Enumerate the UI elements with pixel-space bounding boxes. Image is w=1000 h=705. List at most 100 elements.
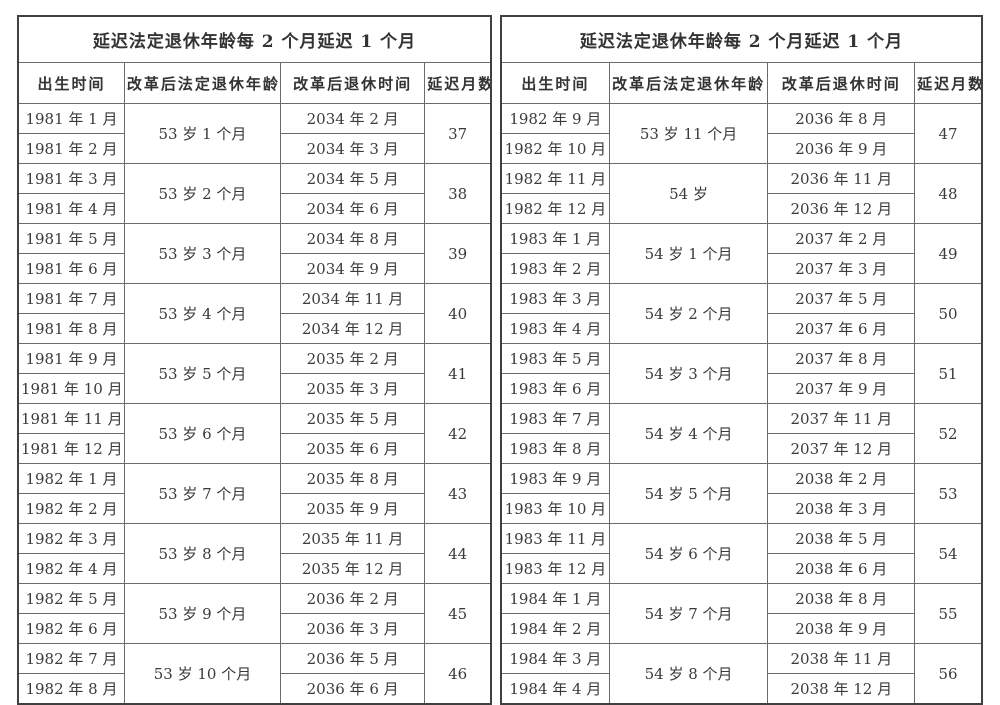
table-row: 1982 年 5 月 53 岁 9 个月 2036 年 2 月 45 [17, 583, 492, 644]
reform-retire-date-cell: 2038 年 6 月 [767, 553, 916, 584]
table-row: 1982 年 10 月 2036 年 9 月 [500, 133, 982, 164]
delay-months-cell: 41 [424, 343, 492, 404]
birth-date-cell: 1981 年 6 月 [17, 253, 125, 284]
reform-retire-date-cell: 2034 年 9 月 [279, 253, 426, 284]
table-header-row: 出生时间 改革后法定退休年龄 改革后退休时间 延迟月数 [500, 62, 983, 104]
table-row: 1984 年 3 月 54 岁 8 个月 2038 年 11 月 56 [500, 643, 983, 705]
table-row: 1981 年 5 月 53 岁 3 个月 2034 年 8 月 39 [17, 223, 492, 284]
reform-retire-date-cell: 2036 年 9 月 [767, 133, 916, 164]
reform-age-cell: 53 岁 10 个月 [123, 643, 282, 705]
birth-date-cell: 1982 年 10 月 [500, 133, 610, 164]
table-row: 1982 年 7 月 53 岁 10 个月 2036 年 5 月 46 [17, 643, 492, 705]
delay-months-cell: 43 [424, 463, 492, 524]
table-row: 1982 年 8 月 2036 年 6 月 [17, 673, 491, 705]
table-row: 1981 年 12 月 2035 年 6 月 [17, 433, 491, 464]
reform-retire-date-cell: 2035 年 11 月 [279, 523, 426, 554]
table-row: 1982 年 11 月 54 岁 2036 年 11 月 48 [500, 163, 983, 224]
table-row: 1982 年 6 月 2036 年 3 月 [17, 613, 491, 644]
reform-retire-date-cell: 2036 年 3 月 [279, 613, 426, 644]
reform-retire-date-cell: 2036 年 2 月 [279, 583, 426, 614]
birth-date-cell: 1983 年 8 月 [500, 433, 610, 464]
birth-date-cell: 1982 年 7 月 [17, 643, 125, 674]
delay-months-cell: 47 [914, 103, 983, 164]
col-header-birth-date: 出生时间 [500, 62, 610, 104]
table-row: 1981 年 8 月 2034 年 12 月 [17, 313, 491, 344]
retirement-table-left: 延迟法定退休年龄每 2 个月延迟 1 个月 出生时间 改革后法定退休年龄 改革后… [17, 15, 492, 705]
delay-months-cell: 50 [914, 283, 983, 344]
retirement-table-right: 延迟法定退休年龄每 2 个月延迟 1 个月 出生时间 改革后法定退休年龄 改革后… [500, 15, 983, 705]
reform-retire-date-cell: 2035 年 2 月 [279, 343, 426, 374]
reform-retire-date-cell: 2036 年 6 月 [279, 673, 426, 705]
reform-retire-date-cell: 2038 年 8 月 [767, 583, 916, 614]
reform-age-cell: 53 岁 3 个月 [123, 223, 282, 284]
birth-date-cell: 1983 年 9 月 [500, 463, 610, 494]
reform-retire-date-cell: 2034 年 12 月 [279, 313, 426, 344]
reform-age-cell: 54 岁 8 个月 [608, 643, 769, 705]
reform-retire-date-cell: 2034 年 6 月 [279, 193, 426, 224]
reform-retire-date-cell: 2037 年 11 月 [767, 403, 916, 434]
reform-retire-date-cell: 2037 年 8 月 [767, 343, 916, 374]
table-row: 1981 年 7 月 53 岁 4 个月 2034 年 11 月 40 [17, 283, 492, 344]
table-row: 1981 年 10 月 2035 年 3 月 [17, 373, 491, 404]
table-row: 1981 年 9 月 53 岁 5 个月 2035 年 2 月 41 [17, 343, 492, 404]
reform-retire-date-cell: 2034 年 2 月 [279, 103, 426, 134]
col-header-reform-age: 改革后法定退休年龄 [608, 62, 769, 104]
birth-date-cell: 1982 年 5 月 [17, 583, 125, 614]
reform-age-cell: 54 岁 6 个月 [608, 523, 769, 584]
reform-retire-date-cell: 2035 年 8 月 [279, 463, 426, 494]
table-header-row: 出生时间 改革后法定退休年龄 改革后退休时间 延迟月数 [17, 62, 492, 104]
birth-date-cell: 1982 年 9 月 [500, 103, 610, 134]
birth-date-cell: 1983 年 5 月 [500, 343, 610, 374]
col-header-delay-months: 延迟月数 [914, 62, 983, 104]
table-title: 延迟法定退休年龄每 2 个月延迟 1 个月 [500, 15, 983, 63]
reform-retire-date-cell: 2036 年 8 月 [767, 103, 916, 134]
table-row: 1982 年 4 月 2035 年 12 月 [17, 553, 491, 584]
birth-date-cell: 1984 年 4 月 [500, 673, 610, 705]
col-header-reform-age: 改革后法定退休年龄 [123, 62, 282, 104]
reform-retire-date-cell: 2037 年 3 月 [767, 253, 916, 284]
birth-date-cell: 1981 年 7 月 [17, 283, 125, 314]
reform-age-cell: 54 岁 3 个月 [608, 343, 769, 404]
birth-date-cell: 1981 年 8 月 [17, 313, 125, 344]
reform-age-cell: 53 岁 5 个月 [123, 343, 282, 404]
birth-date-cell: 1984 年 3 月 [500, 643, 610, 674]
delay-months-cell: 54 [914, 523, 983, 584]
birth-date-cell: 1983 年 3 月 [500, 283, 610, 314]
delay-months-cell: 49 [914, 223, 983, 284]
birth-date-cell: 1984 年 2 月 [500, 613, 610, 644]
reform-age-cell: 54 岁 5 个月 [608, 463, 769, 524]
table-row: 1981 年 6 月 2034 年 9 月 [17, 253, 491, 284]
reform-age-cell: 53 岁 2 个月 [123, 163, 282, 224]
table-row: 1983 年 1 月 54 岁 1 个月 2037 年 2 月 49 [500, 223, 983, 284]
reform-retire-date-cell: 2035 年 12 月 [279, 553, 426, 584]
table-row: 1981 年 2 月 2034 年 3 月 [17, 133, 491, 164]
delay-months-cell: 45 [424, 583, 492, 644]
reform-retire-date-cell: 2037 年 5 月 [767, 283, 916, 314]
table-title-row: 延迟法定退休年龄每 2 个月延迟 1 个月 [17, 15, 492, 63]
reform-retire-date-cell: 2036 年 5 月 [279, 643, 426, 674]
reform-age-cell: 53 岁 9 个月 [123, 583, 282, 644]
col-header-reform-retire-date: 改革后退休时间 [767, 62, 916, 104]
birth-date-cell: 1983 年 1 月 [500, 223, 610, 254]
birth-date-cell: 1982 年 6 月 [17, 613, 125, 644]
reform-retire-date-cell: 2034 年 3 月 [279, 133, 426, 164]
reform-age-cell: 54 岁 7 个月 [608, 583, 769, 644]
reform-age-cell: 53 岁 7 个月 [123, 463, 282, 524]
table-row: 1984 年 1 月 54 岁 7 个月 2038 年 8 月 55 [500, 583, 983, 644]
reform-retire-date-cell: 2035 年 3 月 [279, 373, 426, 404]
delay-months-cell: 53 [914, 463, 983, 524]
table-row: 1983 年 5 月 54 岁 3 个月 2037 年 8 月 51 [500, 343, 983, 404]
reform-retire-date-cell: 2035 年 5 月 [279, 403, 426, 434]
reform-retire-date-cell: 2038 年 9 月 [767, 613, 916, 644]
reform-retire-date-cell: 2035 年 9 月 [279, 493, 426, 524]
table-row: 1982 年 2 月 2035 年 9 月 [17, 493, 491, 524]
birth-date-cell: 1983 年 12 月 [500, 553, 610, 584]
birth-date-cell: 1981 年 3 月 [17, 163, 125, 194]
birth-date-cell: 1983 年 11 月 [500, 523, 610, 554]
birth-date-cell: 1982 年 11 月 [500, 163, 610, 194]
birth-date-cell: 1983 年 4 月 [500, 313, 610, 344]
reform-retire-date-cell: 2037 年 9 月 [767, 373, 916, 404]
table-row: 1983 年 8 月 2037 年 12 月 [500, 433, 982, 464]
reform-retire-date-cell: 2034 年 11 月 [279, 283, 426, 314]
birth-date-cell: 1981 年 5 月 [17, 223, 125, 254]
